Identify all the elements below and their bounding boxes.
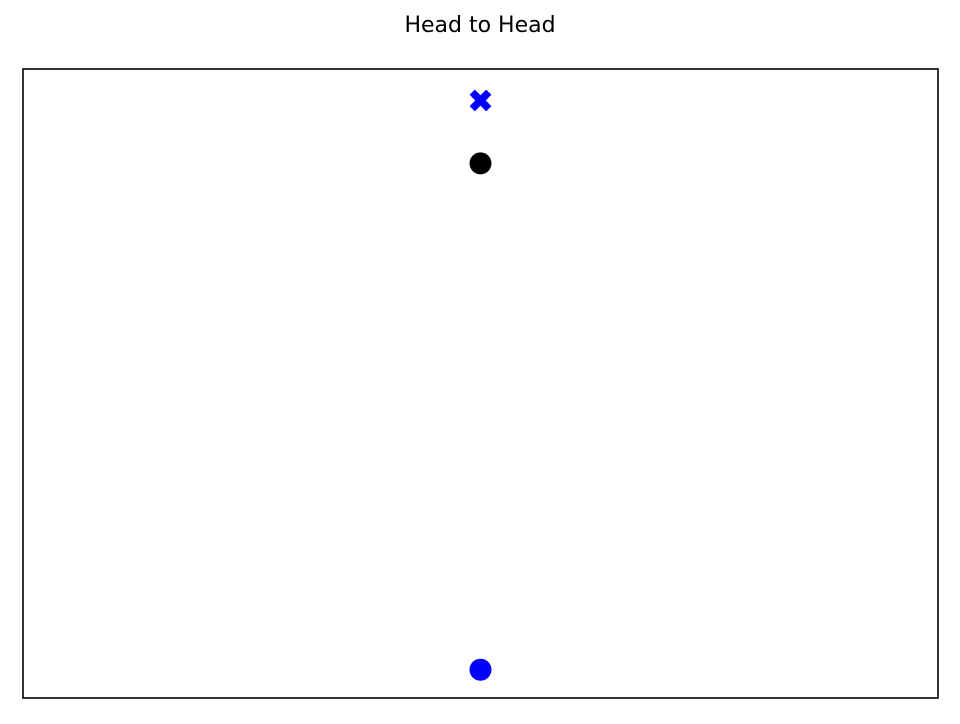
data-points-layer xyxy=(469,89,492,681)
data-point-circle-1-0 xyxy=(469,152,492,175)
data-point-x-filled-0-0 xyxy=(469,89,492,112)
data-point-circle-2-0 xyxy=(469,658,492,681)
chart-title: Head to Head xyxy=(404,13,555,38)
